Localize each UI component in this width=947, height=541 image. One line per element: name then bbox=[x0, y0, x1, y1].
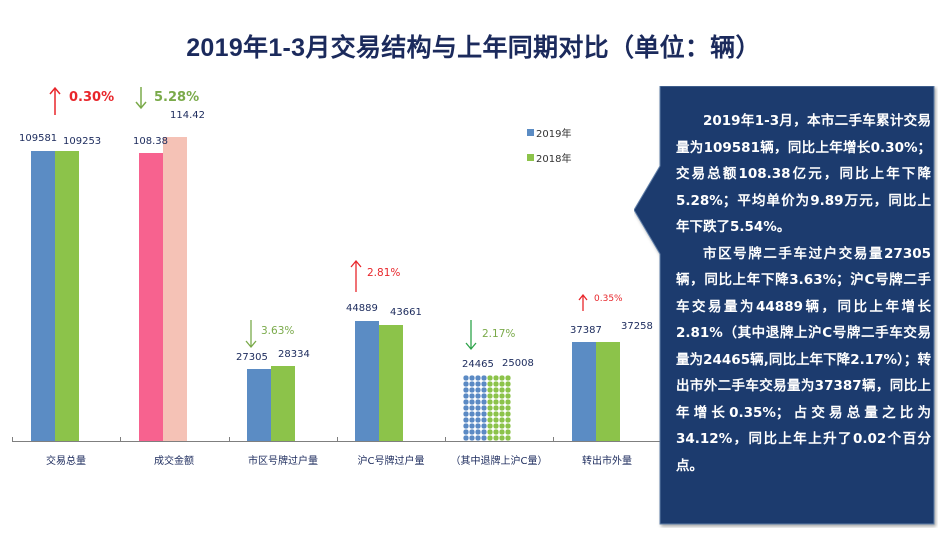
value-label: 109581 bbox=[19, 133, 58, 144]
down-arrow-icon bbox=[465, 320, 477, 351]
legend-item-2018: 2018年 bbox=[527, 150, 571, 165]
x-axis-label: 沪C号牌过户量 bbox=[357, 456, 425, 467]
bar-chart: 2019年 2018年 109581 109253 0.30% 108.38 1… bbox=[12, 86, 662, 467]
down-arrow-icon bbox=[135, 87, 147, 110]
callout-paragraph-1: 2019年1-3月，本市二手车累计交易量为109581辆，同比上年增长0.30%… bbox=[676, 113, 931, 235]
x-axis-label: 市区号牌过户量 bbox=[248, 456, 318, 467]
up-arrow-icon bbox=[350, 259, 362, 292]
bar-2018-local-plate bbox=[271, 366, 295, 441]
x-axis-tick bbox=[120, 437, 121, 442]
x-axis-tick bbox=[553, 437, 554, 442]
x-axis-label: 转出市外量 bbox=[582, 456, 632, 467]
change-label: 2.81% bbox=[367, 267, 401, 279]
callout-text: 2019年1-3月，本市二手车累计交易量为109581辆，同比上年增长0.30%… bbox=[676, 108, 931, 479]
callout-shape bbox=[634, 86, 935, 525]
up-arrow-icon bbox=[578, 294, 588, 311]
bar-2019-huC bbox=[355, 321, 379, 441]
x-axis-label: （其中退牌上沪C量） bbox=[450, 456, 548, 467]
change-label: 3.63% bbox=[261, 325, 295, 337]
value-label: 109253 bbox=[63, 136, 102, 147]
bar-2019-amount bbox=[139, 153, 163, 441]
change-label: 5.28% bbox=[154, 90, 200, 105]
value-label: 25008 bbox=[502, 358, 534, 369]
bar-2019-total bbox=[31, 151, 55, 441]
value-label: 27305 bbox=[236, 352, 268, 363]
down-arrow-icon bbox=[245, 320, 257, 349]
x-axis-tick bbox=[12, 437, 13, 442]
summary-callout: 2019年1-3月，本市二手车累计交易量为109581辆，同比上年增长0.30%… bbox=[634, 86, 936, 526]
bar-2019-local-plate bbox=[247, 369, 271, 441]
legend-label: 2018年 bbox=[536, 154, 572, 165]
legend-swatch-blue bbox=[527, 129, 534, 136]
value-label: 108.38 bbox=[133, 136, 168, 147]
change-label: 0.35% bbox=[594, 294, 623, 304]
value-label: 43661 bbox=[390, 307, 422, 318]
chart-title: 2019年1-3月交易结构与上年同期对比（单位：辆） bbox=[186, 34, 761, 62]
change-label: 0.30% bbox=[69, 90, 115, 105]
callout-paragraph-2: 市区号牌二手车过户交易量27305辆，同比上年下降3.63%；沪C号牌二手车交易… bbox=[676, 245, 931, 474]
legend-swatch-green bbox=[527, 154, 534, 161]
bar-2018-total bbox=[55, 151, 79, 441]
bar-2018-huC bbox=[379, 325, 403, 441]
value-label: 114.42 bbox=[170, 110, 205, 121]
value-label: 28334 bbox=[278, 349, 310, 360]
x-axis-tick bbox=[337, 437, 338, 442]
change-label: 2.17% bbox=[482, 328, 516, 340]
x-axis-label: 交易总量 bbox=[46, 456, 86, 467]
value-label: 37387 bbox=[570, 325, 602, 336]
value-label: 37258 bbox=[621, 321, 653, 332]
bar-2019-returned-to-huC bbox=[463, 375, 487, 441]
bar-2018-amount bbox=[163, 137, 187, 441]
up-arrow-icon bbox=[49, 86, 61, 115]
bar-2019-out-of-city bbox=[572, 342, 596, 441]
legend-label: 2019年 bbox=[536, 129, 572, 140]
x-axis-tick bbox=[229, 437, 230, 442]
legend-item-2019: 2019年 bbox=[527, 125, 571, 140]
value-label: 24465 bbox=[462, 359, 494, 370]
x-axis-label: 成交金额 bbox=[154, 456, 194, 467]
value-label: 44889 bbox=[346, 303, 378, 314]
bar-2018-out-of-city bbox=[596, 342, 620, 441]
x-axis-tick bbox=[445, 437, 446, 442]
bar-2018-returned-to-huC bbox=[487, 375, 511, 441]
